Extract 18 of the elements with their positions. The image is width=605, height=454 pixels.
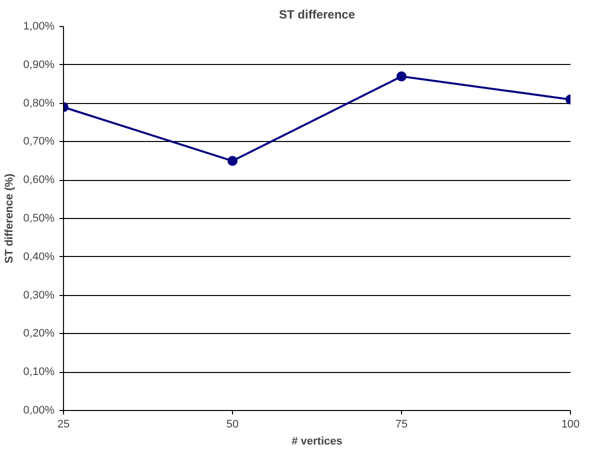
y-axis-title: ST difference (%) bbox=[3, 173, 16, 264]
x-tick-label: 25 bbox=[57, 418, 70, 430]
chart-title: ST difference bbox=[278, 8, 356, 22]
y-tick-label: 0,00% bbox=[23, 404, 55, 416]
y-tick-label: 0,50% bbox=[23, 212, 55, 224]
y-tick-label: 0,20% bbox=[23, 328, 55, 340]
x-tick-label: 75 bbox=[395, 418, 408, 430]
x-axis-title: # vertices bbox=[292, 436, 342, 448]
x-tick-label: 100 bbox=[561, 418, 580, 430]
y-tick-label: 0,10% bbox=[23, 366, 55, 378]
y-tick-label: 0,40% bbox=[23, 250, 55, 263]
y-tick-label: 1,00% bbox=[23, 20, 55, 32]
y-tick-label: 0,70% bbox=[23, 136, 55, 148]
x-tick-label: 50 bbox=[226, 418, 239, 430]
y-tick-label: 0,30% bbox=[23, 289, 55, 302]
y-tick-label: 0,60% bbox=[23, 174, 55, 186]
y-tick-label: 0,90% bbox=[23, 58, 55, 71]
y-tick-label: 0,80% bbox=[23, 97, 55, 110]
